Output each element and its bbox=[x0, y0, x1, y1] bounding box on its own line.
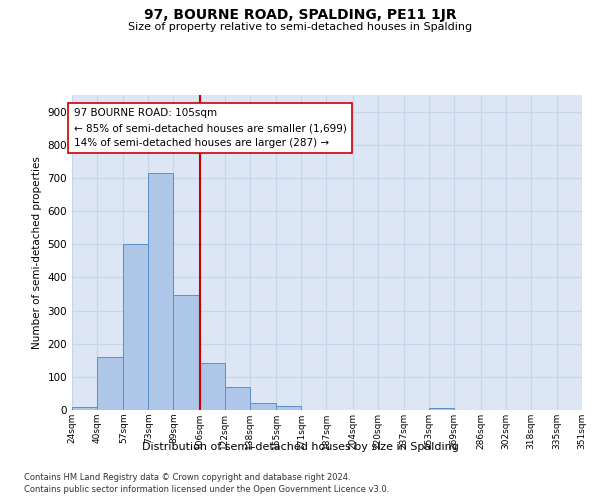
Text: 97, BOURNE ROAD, SPALDING, PE11 1JR: 97, BOURNE ROAD, SPALDING, PE11 1JR bbox=[143, 8, 457, 22]
Bar bbox=[124, 244, 148, 410]
Text: Contains public sector information licensed under the Open Government Licence v3: Contains public sector information licen… bbox=[24, 485, 389, 494]
Bar bbox=[200, 362, 225, 410]
Text: Size of property relative to semi-detached houses in Spalding: Size of property relative to semi-detach… bbox=[128, 22, 472, 32]
Bar bbox=[72, 408, 97, 410]
Text: Contains HM Land Registry data © Crown copyright and database right 2024.: Contains HM Land Registry data © Crown c… bbox=[24, 472, 350, 482]
Text: Distribution of semi-detached houses by size in Spalding: Distribution of semi-detached houses by … bbox=[142, 442, 458, 452]
Y-axis label: Number of semi-detached properties: Number of semi-detached properties bbox=[32, 156, 42, 349]
Bar bbox=[277, 406, 301, 410]
Bar bbox=[173, 295, 200, 410]
Bar bbox=[225, 388, 250, 410]
Bar bbox=[429, 408, 454, 410]
Bar bbox=[97, 357, 124, 410]
Bar bbox=[148, 173, 173, 410]
Text: 97 BOURNE ROAD: 105sqm
← 85% of semi-detached houses are smaller (1,699)
14% of : 97 BOURNE ROAD: 105sqm ← 85% of semi-det… bbox=[74, 108, 346, 148]
Bar bbox=[250, 402, 277, 410]
